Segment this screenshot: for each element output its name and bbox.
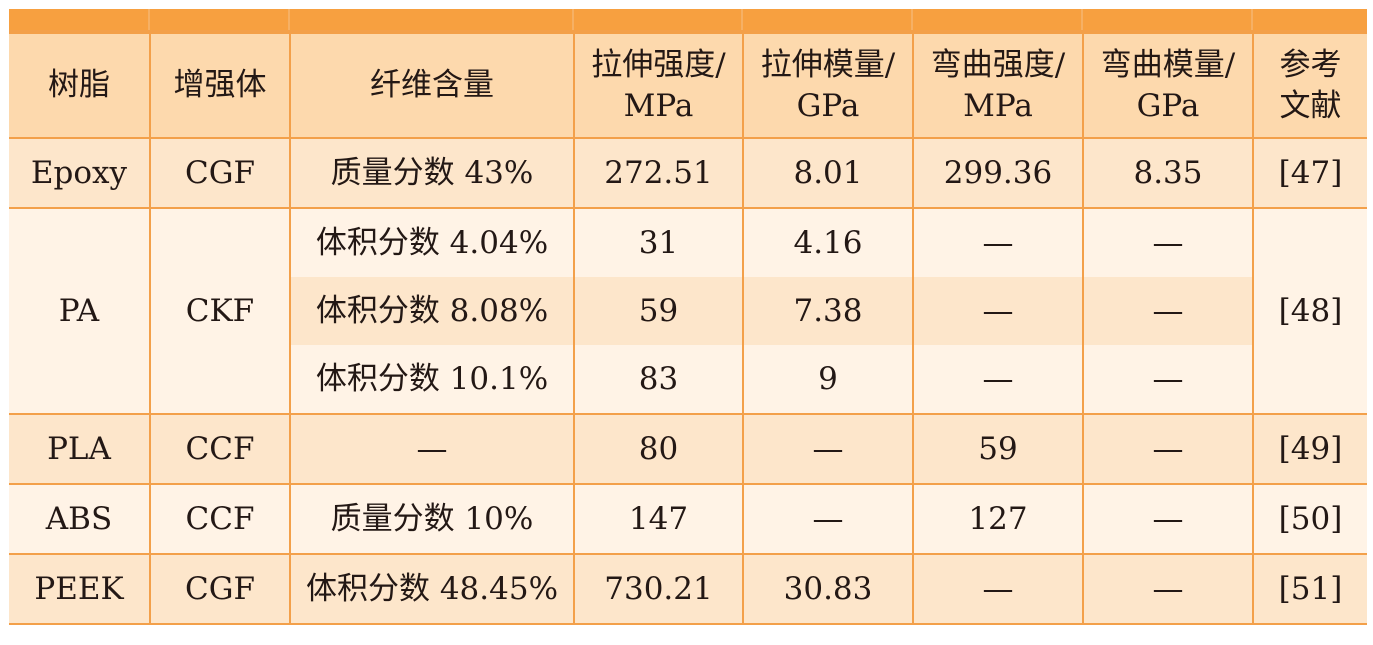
composite-properties-table: 树脂 增强体 纤维含量 拉伸强度/MPa 拉伸模量/GPa 弯曲强度/MPa 弯… [9,32,1367,625]
table-top-bar [9,9,1367,32]
cell-resin: PEEK [9,553,151,625]
cell-tensile-modulus: — [742,483,914,555]
table-row: 体积分数 10.1% 83 9 — — [9,345,1367,415]
header-reinforcement: 增强体 [149,32,291,139]
cell-tensile-modulus: 4.16 [742,207,914,277]
cell-resin: Epoxy [9,137,151,209]
cell-resin: PLA [9,413,151,485]
cell-fiber-content: 质量分数 10% [289,483,575,555]
cell-reinforcement: CGF [149,137,291,209]
table-row: PLA CCF — 80 — 59 — [49] [9,413,1367,485]
cell-tensile-strength: 272.51 [573,137,744,209]
table-header-row: 树脂 增强体 纤维含量 拉伸强度/MPa 拉伸模量/GPa 弯曲强度/MPa 弯… [9,32,1367,139]
cell-flexural-strength: 127 [912,483,1084,555]
table-row: Epoxy CGF 质量分数 43% 272.51 8.01 299.36 8.… [9,137,1367,209]
cell-flexural-strength: — [912,345,1084,415]
cell-fiber-content: — [289,413,575,485]
cell-fiber-content: 体积分数 48.45% [289,553,575,625]
header-reference: 参考 文献 [1252,32,1367,139]
cell-tensile-strength: 730.21 [573,553,744,625]
table-row: 体积分数 8.08% 59 7.38 — — [9,277,1367,345]
cell-tensile-strength: 147 [573,483,744,555]
cell-flexural-modulus: — [1082,553,1254,625]
cell-tensile-modulus: 8.01 [742,137,914,209]
header-resin: 树脂 [9,32,151,139]
cell-flexural-strength: 299.36 [912,137,1084,209]
cell-resin: ABS [9,483,151,555]
cell-tensile-strength: 83 [573,345,744,415]
header-flexural-modulus: 弯曲模量/GPa [1082,32,1254,139]
cell-tensile-modulus: 30.83 [742,553,914,625]
cell-flexural-strength: — [912,277,1084,345]
cell-tensile-modulus: 7.38 [742,277,914,345]
cell-fiber-content: 体积分数 8.08% [290,277,575,345]
cell-flexural-modulus: — [1082,345,1253,415]
cell-tensile-strength: 80 [573,413,744,485]
cell-flexural-strength: — [912,553,1084,625]
cell-reinforcement: CCF [149,413,291,485]
cell-reference: [49] [1252,413,1367,485]
cell-reference: [51] [1252,553,1367,625]
header-flexural-strength: 弯曲强度/MPa [912,32,1084,139]
cell-flexural-strength: 59 [912,413,1084,485]
cell-flexural-modulus: — [1082,277,1253,345]
cell-fiber-content: 体积分数 10.1% [290,345,575,415]
cell-fiber-content: 质量分数 43% [289,137,575,209]
cell-flexural-modulus: — [1082,207,1254,277]
cell-resin: PA [9,207,151,415]
cell-tensile-modulus: — [742,413,914,485]
cell-flexural-strength: — [912,207,1084,277]
cell-reinforcement: CCF [149,483,291,555]
cell-reference: [48] [1252,207,1367,415]
cell-fiber-content: 体积分数 4.04% [289,207,575,277]
cell-flexural-modulus: 8.35 [1082,137,1254,209]
cell-reinforcement: CGF [149,553,291,625]
cell-reinforcement: CKF [149,207,291,415]
cell-reference: [47] [1252,137,1367,209]
cell-flexural-modulus: — [1082,413,1254,485]
table-row: PA CKF 体积分数 4.04% 31 4.16 — — [48] [9,207,1367,415]
cell-tensile-strength: 31 [573,207,744,277]
cell-flexural-modulus: — [1082,483,1254,555]
table-row: ABS CCF 质量分数 10% 147 — 127 — [50] [9,483,1367,555]
cell-reference: [50] [1252,483,1367,555]
cell-tensile-modulus: 9 [742,345,914,415]
header-tensile-modulus: 拉伸模量/GPa [742,32,914,139]
data-table-container: 树脂 增强体 纤维含量 拉伸强度/MPa 拉伸模量/GPa 弯曲强度/MPa 弯… [9,9,1367,625]
header-fiber-content: 纤维含量 [289,32,575,139]
header-tensile-strength: 拉伸强度/MPa [573,32,744,139]
table-row: PEEK CGF 体积分数 48.45% 730.21 30.83 — — [5… [9,553,1367,625]
cell-tensile-strength: 59 [573,277,744,345]
